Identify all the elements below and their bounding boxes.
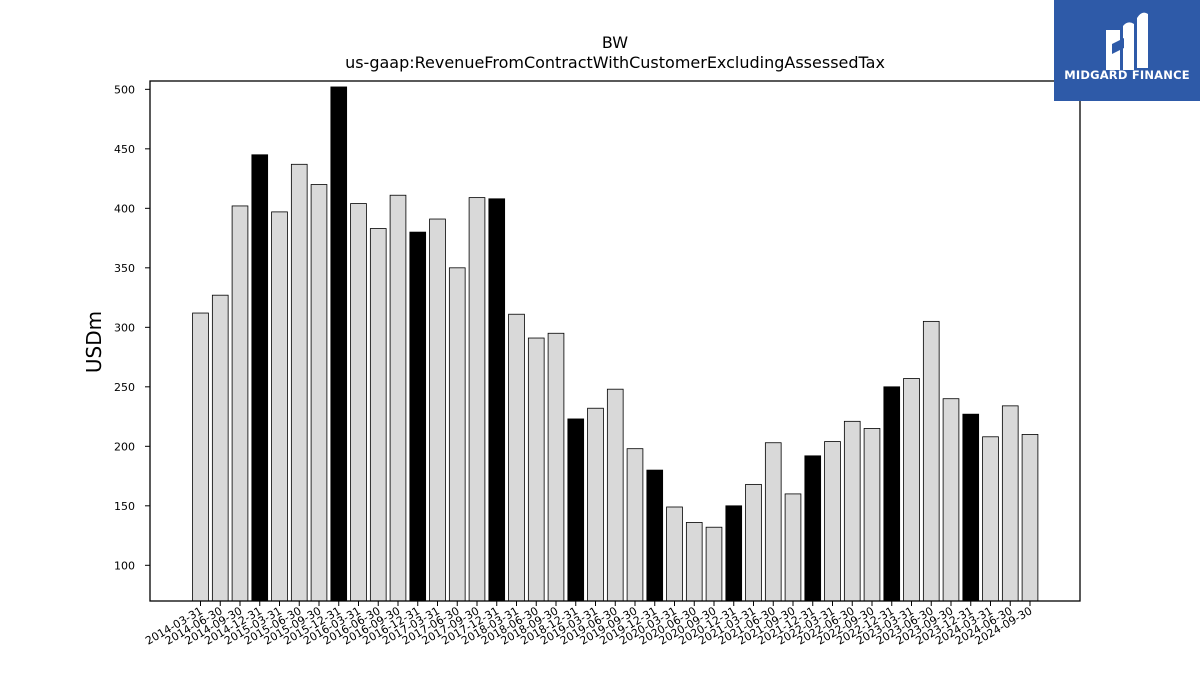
y-tick-label: 300 [114,321,135,334]
midgard-finance-logo: MIDGARD FINANCE [1054,0,1200,101]
bar-2019-12-31 [646,469,664,602]
bar-2024-09-30 [1021,434,1039,602]
bar-2018-06-30 [527,337,545,602]
bar-2014-12-31 [251,154,269,602]
bar-2015-12-31 [330,86,348,602]
bar-2023-09-30 [942,398,960,602]
y-tick-label: 500 [114,83,135,96]
bar-2023-03-31 [903,378,920,602]
y-tick-label: 100 [114,559,135,572]
bar-2020-03-31 [666,506,683,602]
bar-2014-03-31 [192,312,209,602]
bar-2021-03-31 [745,483,762,602]
bar-2020-09-30 [705,526,723,602]
bars-group [192,86,1039,602]
bar-2024-03-31 [982,436,999,602]
bar-2018-03-31 [508,313,525,602]
bar-2014-06-30 [211,294,229,602]
bar-2021-06-30 [764,442,782,602]
y-tick-label: 350 [114,262,135,275]
bar-2019-03-31 [587,407,604,602]
bar-2017-09-30 [468,197,486,602]
bar-2021-09-30 [784,493,802,602]
bar-2015-06-30 [290,163,308,602]
bar-2017-12-31 [488,198,506,602]
logo-text: MIDGARD FINANCE [1064,68,1190,82]
bar-2017-03-31 [429,218,446,602]
x-axis: 2014-03-312014-06-302014-09-302014-12-31… [143,601,1035,648]
y-tick-label: 400 [114,202,135,215]
y-tick-label: 200 [114,440,135,453]
bar-2018-12-31 [567,418,585,602]
bar-2015-09-30 [310,184,328,602]
y-tick-label: 250 [114,381,135,394]
bar-2017-06-30 [448,267,466,602]
bar-2020-12-31 [725,505,743,602]
bar-2022-03-31 [824,441,841,602]
y-tick-label: 150 [114,500,135,513]
chart-title: BW [602,33,628,52]
bar-2016-09-30 [389,194,407,602]
bar-2020-06-30 [685,522,703,602]
y-axis-label: USDm [82,311,106,373]
bar-2019-06-30 [606,388,624,602]
bar-2023-06-30 [922,320,940,602]
bar-2022-06-30 [843,420,861,602]
bar-2018-09-30 [547,332,565,602]
logo-mark-icon [1106,12,1148,70]
bar-2023-12-31 [962,413,980,602]
y-axis: 100 150 200 250 300 350 400 450 500 [114,83,150,572]
bar-2016-03-31 [350,203,367,602]
bar-2016-12-31 [409,231,427,602]
chart-subtitle: us-gaap:RevenueFromContractWithCustomerE… [345,53,885,72]
bar-2024-06-30 [1001,405,1019,602]
bar-2022-09-30 [863,428,881,602]
bar-2022-12-31 [883,386,901,602]
bar-2019-09-30 [626,448,644,602]
bar-2015-03-31 [271,211,288,602]
bar-2016-06-30 [369,228,387,602]
plot-frame [149,80,1081,602]
bar-2021-12-31 [804,455,822,602]
y-tick-label: 450 [114,143,135,156]
bar-2014-09-30 [231,205,249,602]
